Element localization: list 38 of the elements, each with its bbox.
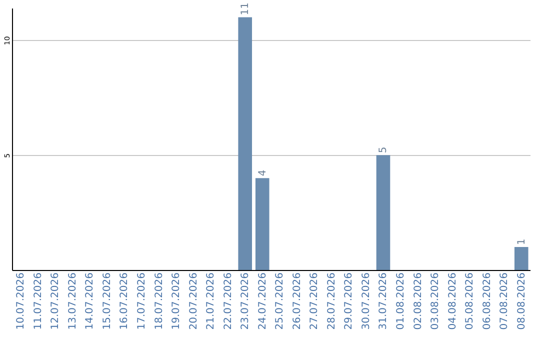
x-tick-label: 27.07.2026 bbox=[309, 272, 320, 330]
bar bbox=[238, 17, 252, 270]
x-tick-label: 31.07.2026 bbox=[378, 272, 390, 330]
data-label: 11 bbox=[240, 2, 252, 16]
x-tick-label: 16.07.2026 bbox=[119, 272, 130, 330]
x-tick-label: 03.08.2026 bbox=[430, 272, 442, 330]
x-tick-label: 23.07.2026 bbox=[240, 272, 252, 330]
data-label: 1 bbox=[516, 238, 528, 246]
x-tick-label: 25.07.2026 bbox=[274, 272, 286, 330]
x-tick-label: 14.07.2026 bbox=[84, 272, 96, 330]
x-tick-label: 30.07.2026 bbox=[360, 272, 372, 330]
x-tick-label: 12.07.2026 bbox=[50, 272, 62, 330]
x-tick-label: 01.08.2026 bbox=[396, 272, 406, 330]
data-label: 4 bbox=[257, 170, 268, 176]
x-tick-label: 17.07.2026 bbox=[136, 272, 148, 330]
x-tick-label: 29.07.2026 bbox=[344, 272, 355, 330]
bar bbox=[255, 178, 270, 270]
x-tick-label: 22.07.2026 bbox=[222, 272, 234, 330]
x-tick-label: 19.07.2026 bbox=[171, 272, 182, 330]
x-tick-label: 07.08.2026 bbox=[499, 272, 510, 330]
x-tick-label: 05.08.2026 bbox=[464, 272, 476, 330]
x-tick-label: 20.07.2026 bbox=[188, 272, 200, 330]
x-tick-label: 04.08.2026 bbox=[447, 272, 458, 330]
x-tick-label: 02.08.2026 bbox=[412, 272, 424, 330]
x-tick-label: 28.07.2026 bbox=[326, 272, 338, 330]
x-tick-label: 11.07.2026 bbox=[32, 272, 44, 330]
x-tick-label: 18.07.2026 bbox=[154, 272, 165, 330]
x-tick-label: 26.07.2026 bbox=[292, 272, 303, 330]
bar bbox=[514, 247, 528, 270]
x-tick-label: 10.07.2026 bbox=[16, 272, 27, 330]
x-tick-label: 13.07.2026 bbox=[67, 272, 78, 330]
x-tick-label: 15.07.2026 bbox=[102, 272, 113, 330]
x-tick-label: 06.08.2026 bbox=[482, 272, 493, 330]
x-tick-label: 08.08.2026 bbox=[516, 272, 528, 330]
data-label: 5 bbox=[378, 146, 390, 154]
bar bbox=[376, 155, 390, 270]
x-tick-label: 24.07.2026 bbox=[257, 272, 268, 330]
x-tick-label: 21.07.2026 bbox=[206, 272, 217, 330]
